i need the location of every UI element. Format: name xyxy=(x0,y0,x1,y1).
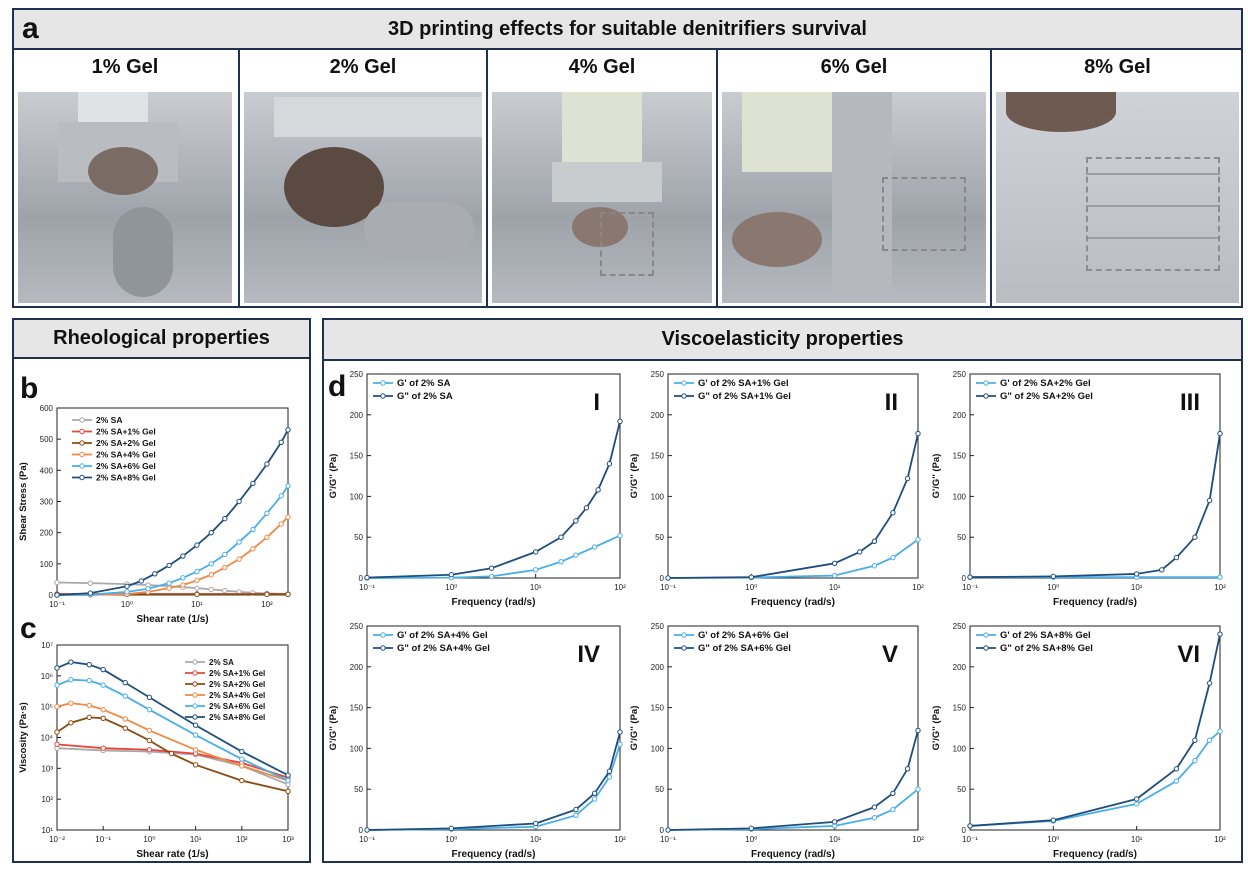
photo-6pct: 6% Gel xyxy=(716,50,990,306)
photo-image xyxy=(492,92,712,303)
photo-1pct: 1% Gel xyxy=(14,50,236,306)
photo-2pct: 2% Gel xyxy=(238,50,486,306)
panel-d-letter: d xyxy=(328,370,347,403)
panel-a: 3D printing effects for suitable denitri… xyxy=(12,8,1243,308)
photo-image xyxy=(722,92,986,303)
photo-4pct: 4% Gel xyxy=(486,50,716,306)
photo-label: 4% Gel xyxy=(568,56,636,78)
panel-a-letter: a xyxy=(22,12,39,45)
rheology-title: Rheological properties xyxy=(14,320,309,359)
photo-label: 6% Gel xyxy=(820,56,888,78)
viscoelasticity-title: Viscoelasticity properties xyxy=(324,320,1241,361)
photo-label: 8% Gel xyxy=(1084,56,1151,78)
photo-label: 1% Gel xyxy=(91,56,159,78)
panel-a-title: 3D printing effects for suitable denitri… xyxy=(14,10,1241,50)
panel-viscoelasticity: Viscoelasticity properties xyxy=(322,318,1243,863)
photo-image xyxy=(996,92,1239,303)
photo-image xyxy=(244,92,482,303)
panel-c-letter: c xyxy=(20,612,37,645)
photo-image xyxy=(18,92,232,303)
panel-b-letter: b xyxy=(20,372,39,405)
panel-rheology: Rheological properties xyxy=(12,318,311,863)
photo-8pct: 8% Gel xyxy=(990,50,1243,306)
photo-label: 2% Gel xyxy=(329,56,397,78)
